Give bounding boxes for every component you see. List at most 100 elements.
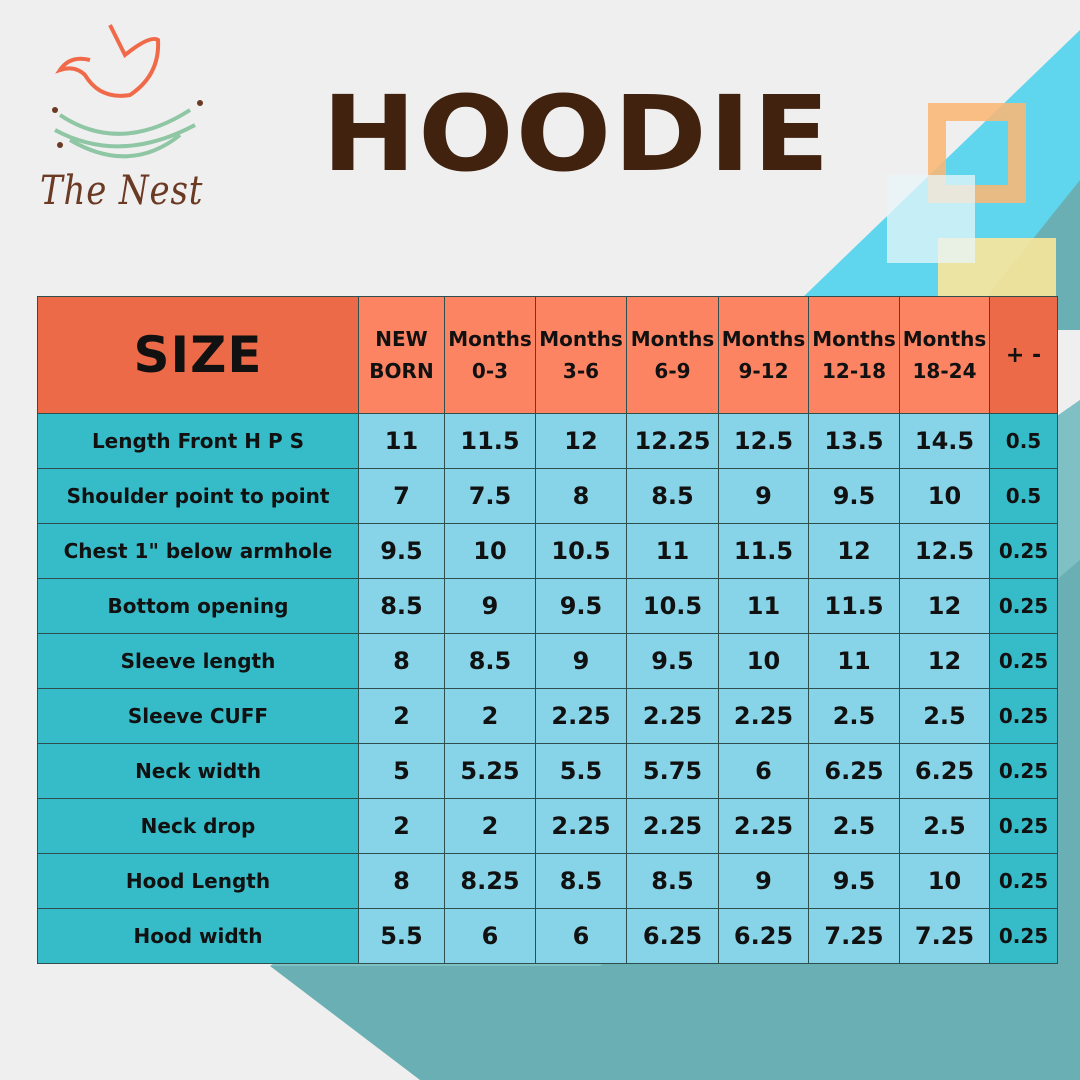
page-title: HOODIE (322, 73, 832, 195)
table-cell: 2.25 (626, 798, 719, 854)
table-cell: 6 (444, 908, 536, 964)
table-cell: 8 (358, 853, 445, 909)
table-cell: 5 (358, 743, 445, 799)
column-header-line: Months (630, 327, 715, 351)
column-header-line: 0-3 (471, 359, 509, 383)
table-cell: 11 (808, 633, 900, 689)
table-cell: 8.5 (358, 578, 445, 634)
table-cell: 2.25 (718, 798, 809, 854)
column-header-line: 12-18 (822, 359, 886, 383)
row-label: Sleeve CUFF (37, 688, 359, 744)
table-cell: 11 (626, 523, 719, 579)
column-header-line: 3-6 (562, 359, 600, 383)
column-header: Months 18-24 (899, 296, 990, 414)
table-cell: 6.25 (626, 908, 719, 964)
tolerance-cell: 0.25 (989, 853, 1058, 909)
row-label: Sleeve length (37, 633, 359, 689)
row-label: Shoulder point to point (37, 468, 359, 524)
row-label: Chest 1" below armhole (37, 523, 359, 579)
row-label: Neck width (37, 743, 359, 799)
table-cell: 12 (899, 633, 990, 689)
table-cell: 2.5 (899, 688, 990, 744)
table-cell: 8.5 (626, 468, 719, 524)
table-cell: 13.5 (808, 413, 900, 469)
table-cell: 12.5 (718, 413, 809, 469)
brand-name: The Nest (40, 168, 204, 214)
table-cell: 7.5 (444, 468, 536, 524)
table-cell: 2 (358, 688, 445, 744)
table-cell: 2.25 (535, 798, 627, 854)
table-cell: 10 (899, 853, 990, 909)
size-chart-table: SIZE NEW BORN Months 0-3 Months 3-6 Months 6-9 Mo… (37, 296, 1058, 964)
table-cell: 8.25 (444, 853, 536, 909)
table-cell: 6 (718, 743, 809, 799)
table-cell: 10 (718, 633, 809, 689)
bird-nest-icon (52, 24, 203, 159)
column-header-line: 9-12 (738, 359, 789, 383)
column-header: Months 0-3 (444, 296, 536, 414)
tolerance-cell: 0.25 (989, 688, 1058, 744)
table-cell: 2 (444, 688, 536, 744)
table-cell: 12.5 (899, 523, 990, 579)
table-cell: 9.5 (808, 853, 900, 909)
table-cell: 9 (718, 853, 809, 909)
table-cell: 11 (718, 578, 809, 634)
table-row: Sleeve CUFF 2 2 2.25 2.25 2.25 2.5 2.5 0.25 (37, 688, 1058, 744)
table-cell: 10.5 (626, 578, 719, 634)
row-label: Bottom opening (37, 578, 359, 634)
table-cell: 9.5 (626, 633, 719, 689)
tolerance-cell: 0.5 (989, 468, 1058, 524)
column-header-line: BORN (369, 359, 434, 383)
column-header: NEW BORN (358, 296, 445, 414)
table-cell: 6.25 (808, 743, 900, 799)
table-cell: 2.5 (808, 798, 900, 854)
table-cell: 11.5 (444, 413, 536, 469)
tolerance-cell: 0.25 (989, 523, 1058, 579)
column-header-line: Months (448, 327, 532, 351)
tolerance-cell: 0.25 (989, 908, 1058, 964)
column-header-line: Months (721, 327, 806, 351)
column-header: Months 9-12 (718, 296, 809, 414)
table-cell: 8 (535, 468, 627, 524)
tolerance-cell: 0.5 (989, 413, 1058, 469)
table-cell: 5.25 (444, 743, 536, 799)
table-cell: 10.5 (535, 523, 627, 579)
table-cell: 9.5 (358, 523, 445, 579)
table-cell: 9 (444, 578, 536, 634)
table-cell: 14.5 (899, 413, 990, 469)
table-row: Chest 1" below armhole 9.5 10 10.5 11 11.5 12 1… (37, 523, 1058, 579)
table-cell: 9 (535, 633, 627, 689)
table-row: Hood Length 8 8.25 8.5 8.5 9 9.5 10 0.25 (37, 853, 1058, 909)
table-cell: 2.25 (626, 688, 719, 744)
table-cell: 6 (535, 908, 627, 964)
table-cell: 2.5 (808, 688, 900, 744)
table-cell: 12.25 (626, 413, 719, 469)
table-cell: 8 (358, 633, 445, 689)
row-label: Neck drop (37, 798, 359, 854)
row-label: Length Front H P S (37, 413, 359, 469)
column-header: Months 6-9 (626, 296, 719, 414)
tolerance-cell: 0.25 (989, 633, 1058, 689)
tolerance-cell: 0.25 (989, 743, 1058, 799)
table-row: Bottom opening 8.5 9 9.5 10.5 11 11.5 12 0.25 (37, 578, 1058, 634)
table-row: Neck drop 2 2 2.25 2.25 2.25 2.5 2.5 0.25 (37, 798, 1058, 854)
brand-logo (30, 15, 220, 230)
table-cell: 10 (899, 468, 990, 524)
table-cell: 8.5 (535, 853, 627, 909)
table-cell: 9 (718, 468, 809, 524)
table-cell: 2.25 (535, 688, 627, 744)
table-cell: 9.5 (808, 468, 900, 524)
table-cell: 6.25 (899, 743, 990, 799)
tolerance-cell: 0.25 (989, 578, 1058, 634)
table-row: Length Front H P S 11 11.5 12 12.25 12.5 13.5 1… (37, 413, 1058, 469)
row-label: Hood width (37, 908, 359, 964)
column-header-line: NEW (375, 327, 428, 351)
column-header-line: 6-9 (654, 359, 691, 383)
column-header-line: Months (812, 327, 896, 351)
table-cell: 12 (535, 413, 627, 469)
table-cell: 8.5 (444, 633, 536, 689)
table-cell: 2.25 (718, 688, 809, 744)
column-header-line: Months (539, 327, 623, 351)
table-cell: 12 (899, 578, 990, 634)
table-cell: 2 (444, 798, 536, 854)
